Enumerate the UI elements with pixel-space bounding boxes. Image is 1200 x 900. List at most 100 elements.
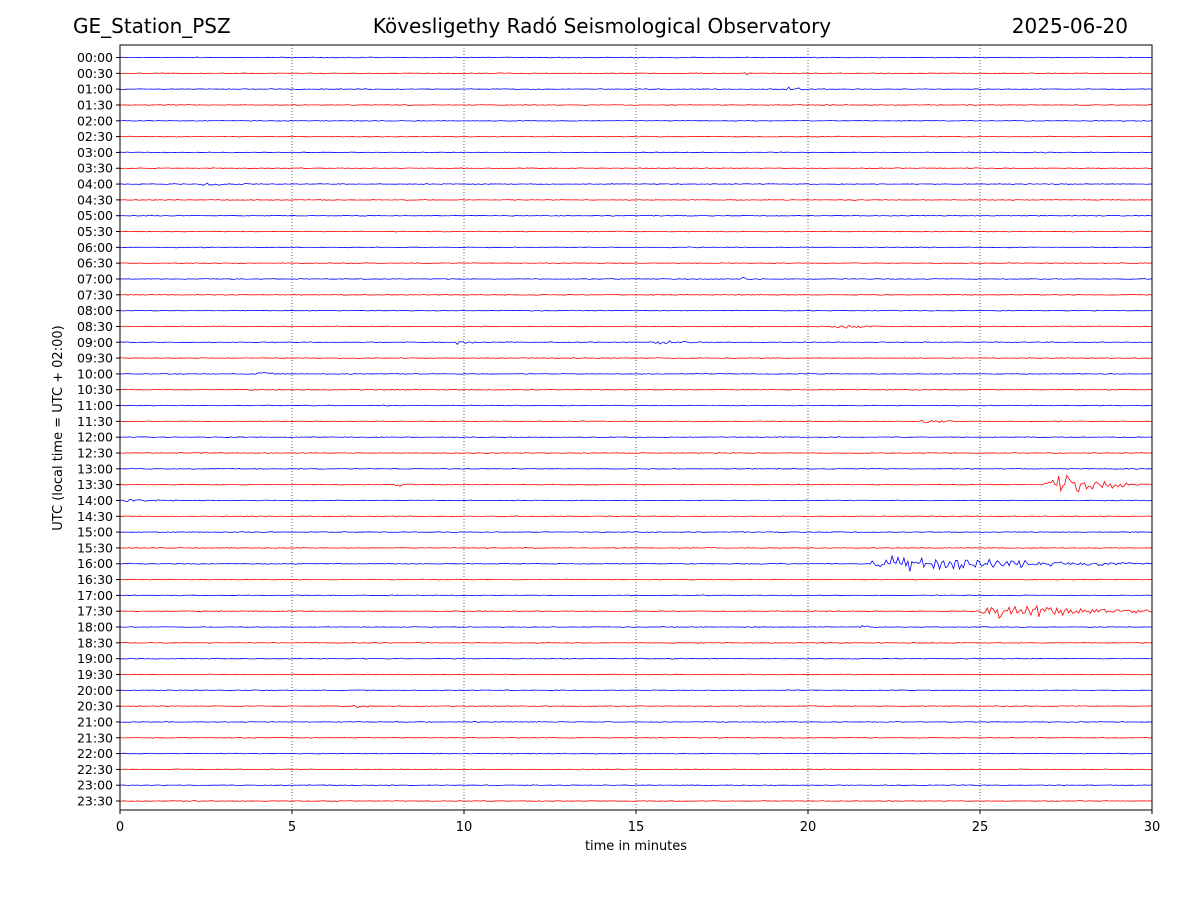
y-tick-label: 10:00 bbox=[77, 366, 113, 381]
y-tick-label: 07:00 bbox=[77, 271, 113, 286]
trace-0700 bbox=[119, 276, 1153, 281]
y-tick-label: 09:30 bbox=[77, 351, 113, 366]
trace-2330 bbox=[119, 800, 1153, 802]
y-tick-label: 07:30 bbox=[77, 287, 113, 302]
trace-2000 bbox=[119, 689, 1153, 692]
y-tick-label: 16:30 bbox=[77, 572, 113, 587]
trace-1230 bbox=[119, 452, 1153, 454]
trace-1700 bbox=[119, 594, 1153, 597]
trace-0800 bbox=[119, 309, 1153, 312]
y-tick-label: 03:30 bbox=[77, 161, 113, 176]
y-tick-label: 19:00 bbox=[77, 651, 113, 666]
y-tick-label: 23:30 bbox=[77, 794, 113, 809]
trace-0200 bbox=[119, 119, 1153, 122]
trace-1400 bbox=[119, 498, 1153, 502]
trace-1600 bbox=[119, 554, 1153, 572]
trace-2300 bbox=[119, 784, 1153, 787]
trace-0500 bbox=[119, 214, 1153, 217]
y-tick-label: 10:30 bbox=[77, 382, 113, 397]
y-tick-label: 08:30 bbox=[77, 319, 113, 334]
trace-0630 bbox=[119, 262, 1153, 265]
x-tick-label: 15 bbox=[628, 820, 645, 835]
x-tick-label: 0 bbox=[116, 820, 124, 835]
y-tick-label: 12:00 bbox=[77, 430, 113, 445]
gridlines bbox=[291, 45, 981, 810]
station-name: GE_Station_PSZ bbox=[73, 14, 231, 38]
trace-0600 bbox=[119, 246, 1153, 249]
trace-0000 bbox=[119, 56, 1153, 59]
y-tick-label: 09:00 bbox=[77, 335, 113, 350]
trace-1030 bbox=[119, 388, 1153, 391]
trace-1530 bbox=[119, 547, 1153, 549]
y-tick-label: 12:30 bbox=[77, 446, 113, 461]
x-tick-label: 10 bbox=[456, 820, 473, 835]
y-tick-label: 22:30 bbox=[77, 762, 113, 777]
y-tick-label: 18:00 bbox=[77, 620, 113, 635]
y-tick-label: 01:00 bbox=[77, 82, 113, 97]
trace-0930 bbox=[119, 357, 1153, 359]
x-axis-ticks: 0 5 10 15 20 25 30 bbox=[116, 810, 1160, 835]
chart-title: Kövesligethy Radó Seismological Observat… bbox=[372, 14, 832, 38]
y-tick-label: 05:00 bbox=[77, 208, 113, 223]
y-tick-label: 16:00 bbox=[77, 556, 113, 571]
trace-2200 bbox=[119, 752, 1153, 755]
y-tick-label: 21:00 bbox=[77, 714, 113, 729]
y-tick-label: 14:00 bbox=[77, 493, 113, 508]
y-tick-label: 21:30 bbox=[77, 730, 113, 745]
trace-1200 bbox=[119, 436, 1153, 439]
trace-1100 bbox=[119, 404, 1153, 407]
trace-1630 bbox=[119, 578, 1153, 581]
y-tick-label: 22:00 bbox=[77, 746, 113, 761]
y-tick-label: 17:30 bbox=[77, 604, 113, 619]
y-tick-label: 00:30 bbox=[77, 66, 113, 81]
trace-1330 bbox=[119, 474, 1153, 493]
trace-0100 bbox=[119, 86, 1153, 91]
y-tick-label: 04:00 bbox=[77, 177, 113, 192]
trace-1430 bbox=[119, 515, 1153, 518]
trace-1730 bbox=[119, 604, 1153, 620]
trace-2130 bbox=[119, 736, 1153, 739]
y-tick-label: 05:30 bbox=[77, 224, 113, 239]
chart-date: 2025-06-20 bbox=[1011, 14, 1128, 38]
y-tick-label: 20:30 bbox=[77, 699, 113, 714]
traces bbox=[119, 56, 1153, 802]
y-tick-label: 15:00 bbox=[77, 525, 113, 540]
trace-0900 bbox=[119, 340, 1153, 346]
trace-2030 bbox=[119, 704, 1153, 708]
trace-1000 bbox=[119, 372, 1153, 375]
trace-1830 bbox=[119, 641, 1153, 644]
y-tick-label: 17:00 bbox=[77, 588, 113, 603]
y-tick-label: 11:00 bbox=[77, 398, 113, 413]
trace-0830 bbox=[119, 325, 1153, 329]
x-tick-label: 25 bbox=[972, 820, 989, 835]
y-axis-ticks: 00:0000:3001:0001:3002:0002:3003:0003:30… bbox=[77, 50, 120, 809]
y-tick-label: 04:30 bbox=[77, 192, 113, 207]
trace-0030 bbox=[119, 72, 1153, 76]
y-tick-label: 20:00 bbox=[77, 683, 113, 698]
y-tick-label: 19:30 bbox=[77, 667, 113, 682]
x-axis-label: time in minutes bbox=[585, 839, 687, 854]
y-tick-label: 00:00 bbox=[77, 50, 113, 65]
trace-1300 bbox=[119, 467, 1153, 470]
trace-1130 bbox=[119, 419, 1153, 424]
trace-0330 bbox=[120, 167, 1153, 170]
trace-2230 bbox=[119, 768, 1153, 771]
trace-0430 bbox=[119, 199, 1153, 201]
y-tick-label: 13:00 bbox=[77, 461, 113, 476]
x-tick-label: 5 bbox=[288, 820, 296, 835]
trace-1500 bbox=[119, 531, 1152, 534]
y-tick-label: 18:30 bbox=[77, 635, 113, 650]
trace-0130 bbox=[119, 104, 1153, 106]
y-tick-label: 02:30 bbox=[77, 129, 113, 144]
trace-0530 bbox=[119, 230, 1153, 233]
trace-0230 bbox=[119, 135, 1153, 138]
trace-1930 bbox=[119, 673, 1153, 676]
y-tick-label: 13:30 bbox=[77, 477, 113, 492]
x-tick-label: 20 bbox=[800, 820, 817, 835]
trace-2100 bbox=[119, 721, 1153, 723]
y-tick-label: 01:30 bbox=[77, 97, 113, 112]
y-tick-label: 15:30 bbox=[77, 540, 113, 555]
y-tick-label: 08:00 bbox=[77, 303, 113, 318]
trace-1900 bbox=[119, 657, 1153, 660]
